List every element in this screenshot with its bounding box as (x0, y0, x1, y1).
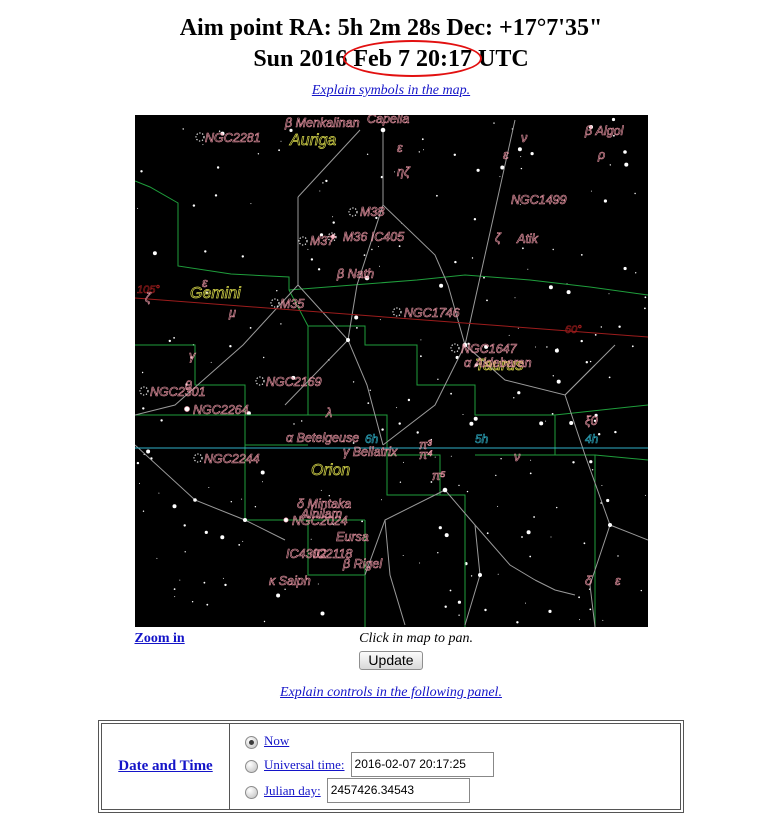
svg-text:κ Saiph: κ Saiph (269, 574, 311, 588)
svg-text:Atik: Atik (516, 232, 539, 246)
svg-text:β Algol: β Algol (584, 124, 625, 138)
svg-text:M37: M37 (310, 234, 335, 248)
svg-text:Gemini: Gemini (190, 285, 241, 302)
svg-text:M35: M35 (280, 297, 304, 311)
svg-text:ε: ε (615, 574, 621, 588)
svg-text:μ: μ (228, 306, 236, 320)
svg-text:ηζ: ηζ (397, 165, 411, 179)
svg-text:β Nath: β Nath (336, 267, 374, 281)
svg-text:NGC1499: NGC1499 (511, 193, 567, 207)
svg-text:NGC2244: NGC2244 (204, 452, 260, 466)
svg-text:δ: δ (585, 574, 593, 588)
svg-text:ε: ε (503, 148, 509, 162)
svg-text:Orion: Orion (311, 462, 350, 479)
svg-text:NGC2169: NGC2169 (266, 375, 322, 389)
svg-text:Eursa: Eursa (336, 530, 369, 544)
svg-text:π⁴: π⁴ (419, 448, 433, 462)
svg-text:ζ: ζ (495, 231, 502, 245)
svg-text:4h: 4h (585, 432, 599, 446)
svg-text:NGC2024: NGC2024 (292, 514, 348, 528)
svg-text:Capella: Capella (367, 115, 409, 126)
svg-text:ε: ε (397, 141, 403, 155)
svg-text:ξ0: ξ0 (585, 414, 598, 428)
svg-text:NGC1647: NGC1647 (461, 342, 518, 356)
svg-text:IC4302: IC4302 (286, 547, 326, 561)
svg-text:γ Bellatrix: γ Bellatrix (343, 445, 398, 459)
svg-text:Auriga: Auriga (289, 132, 336, 149)
svg-text:NGC1746: NGC1746 (404, 306, 460, 320)
svg-text:ρ: ρ (597, 148, 605, 162)
svg-text:β Rigel: β Rigel (342, 557, 383, 571)
svg-text:ν: ν (514, 450, 521, 464)
svg-text:ν: ν (521, 131, 528, 145)
svg-text:α Betelgeuse: α Betelgeuse (286, 431, 359, 445)
svg-text:M36 IC405: M36 IC405 (343, 230, 404, 244)
svg-text:γ: γ (189, 349, 196, 363)
svg-text:λ: λ (325, 406, 332, 420)
svg-text:M38: M38 (360, 205, 384, 219)
svg-text:β Menkalinan: β Menkalinan (284, 116, 360, 130)
svg-text:NGC2281: NGC2281 (205, 131, 261, 145)
svg-text:60°: 60° (565, 324, 582, 336)
svg-text:π⁵: π⁵ (432, 469, 446, 483)
svg-text:NGC2301: NGC2301 (150, 385, 206, 399)
svg-text:NGC2264: NGC2264 (193, 403, 249, 417)
svg-text:ε: ε (202, 276, 208, 290)
svg-text:5h: 5h (475, 432, 489, 446)
svg-text:α Aldebaran: α Aldebaran (464, 356, 532, 370)
svg-text:6h: 6h (365, 432, 379, 446)
